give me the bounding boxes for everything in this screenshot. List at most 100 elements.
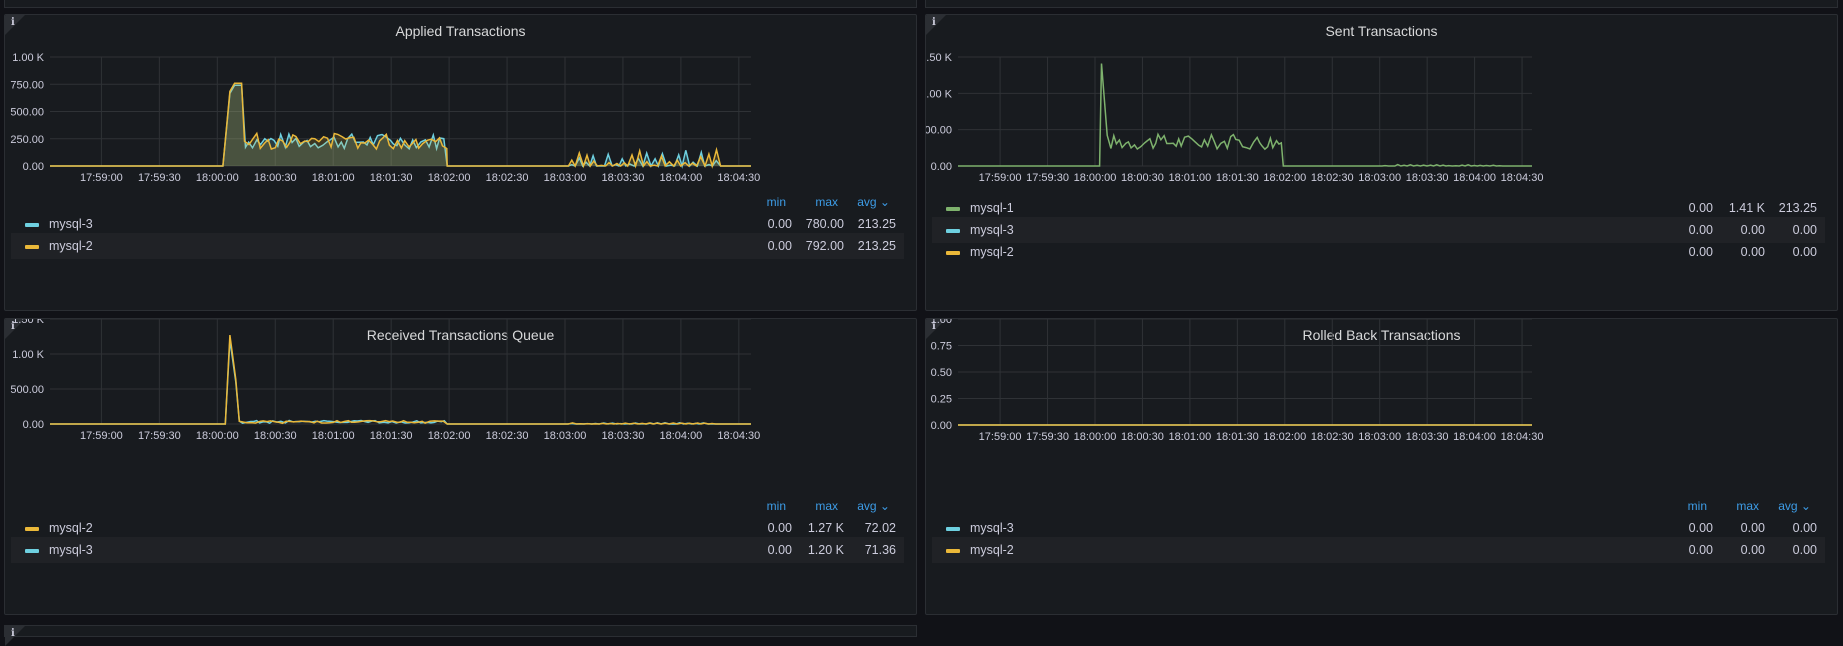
y-tick-label: 1.00 K [926,88,953,100]
x-tick-label: 18:03:00 [1358,431,1401,443]
legend-row[interactable]: mysql-1 0.00 1.41 K 213.25 [932,195,1825,221]
series-color-swatch[interactable] [25,245,39,249]
x-tick-label: 18:04:30 [1501,172,1544,184]
x-tick-label: 18:04:30 [717,430,760,442]
y-tick-label: 1.00 [931,319,952,326]
legend-row[interactable]: mysql-3 0.00 1.20 K 71.36 [11,537,904,563]
legend-row[interactable]: mysql-3 0.00 0.00 0.00 [932,515,1825,541]
series-min: 0.00 [1688,201,1713,215]
series-color-swatch[interactable] [25,549,39,553]
y-tick-label: 0.00 [931,420,952,432]
series-name[interactable]: mysql-3 [49,217,93,231]
x-tick-label: 18:04:00 [659,430,702,442]
panel-received-transactions-queue: i Received Transactions Queue 0.00 500.00… [4,318,917,615]
x-tick-label: 18:00:00 [196,172,239,184]
x-tick-label: 18:01:30 [370,430,413,442]
series-name[interactable]: mysql-2 [970,543,1014,557]
series-color-swatch[interactable] [946,251,960,255]
series-name[interactable]: mysql-3 [49,543,93,557]
legend-header-min[interactable]: min [1687,499,1707,513]
legend-row[interactable]: mysql-2 0.00 792.00 213.25 [11,233,904,259]
info-icon[interactable]: i [926,15,946,35]
series-name[interactable]: mysql-3 [970,223,1014,237]
legend-header-avg[interactable]: avg ⌄ [857,195,890,209]
legend-header-max[interactable]: max [815,195,838,209]
x-tick-label: 17:59:30 [138,430,181,442]
panel-rolled-back-transactions: i Rolled Back Transactions 0.00 0.25 0.50 0… [925,318,1838,615]
series-avg: 72.02 [864,521,896,535]
series-color-swatch[interactable] [946,549,960,553]
x-tick-label: 18:03:00 [544,172,587,184]
legend-row[interactable]: mysql-2 0.00 0.00 0.00 [932,537,1825,563]
graph-area[interactable]: 0.00 500.00 1.00 K 1.50 K 17:59:00 17:59:30 18… [926,15,1837,235]
y-tick-label: 0.75 [931,341,952,353]
series-color-swatch[interactable] [25,527,39,531]
legend-row[interactable]: mysql-2 0.00 0.00 0.00 [932,239,1825,265]
series-min: 0.00 [767,217,792,231]
x-tick-label: 17:59:00 [80,430,123,442]
series-name[interactable]: mysql-2 [49,521,93,535]
series-color-swatch[interactable] [946,527,960,531]
legend-row[interactable]: mysql-2 0.00 1.27 K 72.02 [11,515,904,541]
y-tick-label: 250.00 [10,134,44,146]
legend-cutoff-row [11,559,904,567]
series-name[interactable]: mysql-2 [970,245,1014,259]
legend-row[interactable]: mysql-3 0.00 780.00 213.25 [11,211,904,237]
x-tick-label: 18:02:00 [428,172,471,184]
x-tick-label: 18:03:00 [544,430,587,442]
legend-header-min[interactable]: min [766,195,786,209]
panel-title[interactable]: Sent Transactions [1325,23,1438,39]
series-max: 792.00 [805,239,844,253]
x-tick-label: 18:02:30 [486,430,529,442]
x-tick-label: 18:04:00 [1453,172,1496,184]
series-avg: 213.25 [857,239,896,253]
x-tick-label: 18:02:30 [1311,172,1354,184]
legend-header-avg[interactable]: avg ⌄ [1778,499,1811,513]
legend-header-max[interactable]: max [815,499,838,513]
series-name[interactable]: mysql-2 [49,239,93,253]
x-tick-label: 18:00:30 [1121,172,1164,184]
x-tick-label: 18:03:30 [1406,431,1449,443]
series-max: 1.41 K [1728,201,1765,215]
info-icon[interactable]: i [926,319,946,339]
series-line-mysql-1 [958,63,1532,167]
info-icon[interactable]: i [5,626,25,646]
series-color-swatch[interactable] [946,229,960,233]
x-tick-label: 18:04:00 [1453,431,1496,443]
series-max: 1.27 K [807,521,844,535]
x-tick-label: 18:00:30 [1121,431,1164,443]
graph-area[interactable]: 0.00 500.00 1.00 K 1.50 K 17:59:00 17:59:30 18… [5,319,916,539]
graph-area[interactable]: 0.00 0.25 0.50 0.75 1.00 17:59:00 17:59:30 18:0… [926,319,1837,539]
series-name[interactable]: mysql-1 [970,201,1014,215]
y-tick-label: 0.25 [931,394,952,406]
series-color-swatch[interactable] [25,223,39,227]
graph-area[interactable]: 0.00 250.00 500.00 750.00 1.00 K 17:59:00 17:5… [5,15,916,235]
series-name[interactable]: mysql-3 [970,521,1014,535]
x-tick-label: 18:03:30 [602,430,645,442]
series-avg: 0.00 [1792,245,1817,259]
legend-header: min max avg ⌄ [734,195,890,209]
info-icon[interactable]: i [5,319,25,339]
legend-header-max[interactable]: max [1736,499,1759,513]
y-tick-label: 1.00 K [12,52,44,64]
legend-header-avg[interactable]: avg ⌄ [857,499,890,513]
series-color-swatch[interactable] [946,207,960,211]
panel-title[interactable]: Applied Transactions [395,23,526,39]
legend-header-min[interactable]: min [766,499,786,513]
legend-header: min max avg ⌄ [734,499,890,513]
x-tick-label: 18:02:30 [1311,431,1354,443]
y-tick-label: 0.50 [931,367,952,379]
panel-title[interactable]: Rolled Back Transactions [1302,327,1461,343]
panel-applied-transactions: i Applied Transactions 0.00 250.00 500.00 7… [4,14,917,311]
series-line-mysql-3 [50,339,751,425]
info-icon[interactable]: i [5,15,25,35]
legend-row[interactable]: mysql-3 0.00 0.00 0.00 [932,217,1825,243]
y-tick-label: 500.00 [10,107,44,119]
x-tick-label: 18:02:00 [1263,172,1306,184]
y-tick-label: 1.00 K [12,349,44,361]
series-max: 0.00 [1740,245,1765,259]
x-tick-label: 18:04:30 [717,172,760,184]
y-tick-label: 1.50 K [926,52,953,64]
legend-cutoff-row [11,255,904,263]
x-tick-label: 17:59:30 [1026,431,1069,443]
